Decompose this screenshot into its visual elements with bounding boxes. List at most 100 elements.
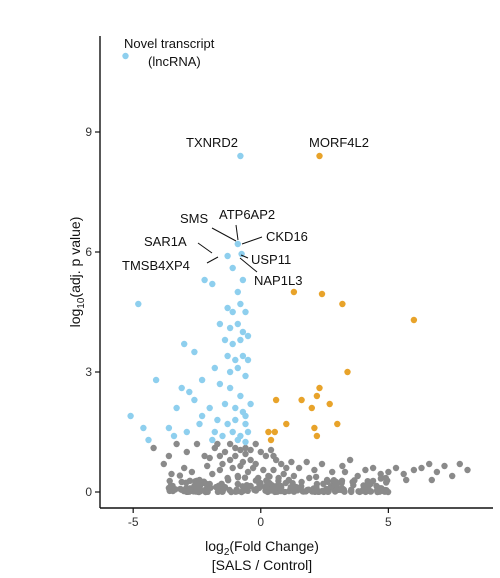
point-down [234, 320, 241, 328]
point-ns-floor [166, 477, 173, 485]
point-ns [214, 440, 221, 448]
point-down [237, 336, 244, 344]
point-ns [313, 480, 321, 488]
leader-nap1l3 [239, 257, 258, 273]
point-ns [209, 470, 216, 478]
point-ns [295, 464, 303, 472]
point-down [237, 392, 244, 400]
point-ns [403, 476, 410, 484]
plot-area [122, 52, 471, 496]
point-ns [221, 448, 229, 456]
point-down [206, 404, 213, 412]
y-axis-title-sub: 10 [76, 297, 87, 309]
leader-atp6ap2 [235, 224, 239, 241]
point-ns [257, 448, 264, 456]
point-down [152, 376, 160, 384]
point-ns [275, 474, 282, 482]
point-ns [216, 466, 224, 474]
point-ns [377, 470, 384, 478]
point-ns [234, 480, 241, 488]
point-up [272, 396, 280, 404]
point-ns [410, 466, 418, 474]
point-down [209, 436, 216, 444]
point-up [316, 384, 323, 392]
point-ns [341, 468, 349, 476]
point-ns-floor [218, 488, 226, 495]
point-ns [206, 454, 213, 462]
point-ns-floor [228, 488, 235, 496]
x-tick-label: 0 [257, 515, 264, 529]
point-ns [367, 480, 374, 488]
point-ns [400, 470, 407, 478]
point-ns [456, 460, 463, 468]
point-down [239, 276, 247, 284]
point-down [183, 428, 190, 436]
y-tick-label: 6 [85, 245, 92, 259]
point-down [234, 240, 241, 248]
label-novel-transcript: Novel transcript [124, 36, 215, 51]
point-ns-floor [233, 488, 241, 495]
point-ns-floor [320, 488, 327, 496]
point-ns [329, 468, 336, 476]
point-down [239, 352, 247, 360]
point-up [308, 404, 315, 412]
point-up [339, 300, 346, 308]
label-atp6ap2: ATP6AP2 [219, 207, 275, 222]
point-ns [252, 440, 259, 448]
point-ns [334, 480, 341, 488]
point-down [191, 348, 198, 356]
point-ns-floor [347, 487, 355, 495]
axes: -5 0 5 0 3 6 9 [85, 36, 493, 529]
point-ns-floor [176, 472, 184, 479]
point-ns [323, 476, 331, 484]
point-ns [278, 460, 285, 468]
point-ns [232, 444, 239, 452]
point-up [410, 316, 418, 324]
point-ns [181, 464, 188, 472]
point-up [313, 432, 321, 440]
point-ns [188, 468, 196, 476]
point-ns [418, 464, 425, 472]
point-up [313, 392, 321, 400]
point-down [224, 352, 231, 360]
point-ns [168, 470, 175, 478]
point-ns [426, 460, 433, 468]
point-down [229, 308, 236, 316]
point-ns [270, 466, 277, 474]
x-axis-title-rest: (Fold Change) [229, 538, 319, 554]
point-ns [237, 446, 244, 454]
point-ns [464, 466, 471, 474]
point-ns [433, 468, 441, 476]
point-up [326, 400, 333, 408]
point-down [214, 416, 221, 424]
point-ns-floor [186, 477, 194, 484]
point-up [344, 368, 351, 376]
point-ns-floor [305, 486, 312, 493]
label-ckd16: CKD16 [266, 229, 308, 244]
point-down [242, 438, 249, 446]
point-ns [280, 470, 287, 478]
point-down [140, 424, 147, 432]
point-ns-floor [379, 487, 386, 494]
leader-ckd16 [241, 236, 263, 245]
point-ns [288, 458, 295, 466]
point-ns [204, 462, 211, 470]
point-down [145, 436, 152, 444]
point-down [127, 412, 134, 420]
point-ns-floor [312, 473, 320, 481]
point-ns [242, 450, 249, 458]
point-ns [191, 482, 198, 490]
label-nap1l3: NAP1L3 [254, 273, 302, 288]
annotation-leaders [197, 224, 263, 273]
point-up [290, 288, 298, 296]
point-ns [178, 478, 185, 486]
point-down [242, 372, 249, 380]
point-down [226, 368, 234, 376]
label-usp11: USP11 [251, 252, 291, 267]
point-down [242, 420, 249, 428]
point-down [224, 252, 231, 260]
point-ns [369, 464, 377, 472]
point-down [173, 404, 180, 412]
point-ns [229, 464, 236, 472]
point-ns-floor [333, 486, 340, 494]
